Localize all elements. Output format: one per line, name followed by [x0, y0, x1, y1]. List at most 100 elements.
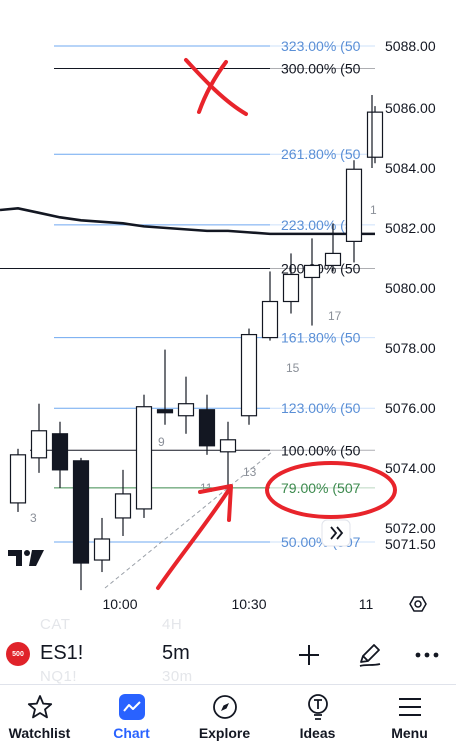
bar-count-label: 17 [328, 309, 342, 323]
candle-body-bullish [345, 168, 363, 242]
candle [51, 421, 69, 488]
candle-body-bullish [114, 493, 132, 519]
candle [303, 238, 321, 326]
star-icon [26, 693, 54, 721]
candle [72, 457, 90, 591]
fib-level-label: 100.00% (50 [281, 442, 361, 458]
candle-body-bearish [72, 460, 90, 564]
candle-body-bullish [282, 273, 300, 303]
nav-ideas-label: Ideas [299, 725, 336, 741]
scroll-to-realtime-button[interactable] [321, 519, 351, 547]
candle-body-bullish [303, 264, 321, 279]
candle [114, 469, 132, 536]
arrow-shaft [156, 486, 232, 590]
nav-explore-label: Explore [198, 725, 251, 741]
fib-level-label: 261.80% (50 [281, 146, 361, 162]
bottom-navigation: Watchlist Chart Explore Ideas Menu [0, 684, 456, 749]
candle [177, 376, 195, 434]
double-chevron-right-icon [330, 526, 344, 540]
candle-body-bullish [177, 403, 195, 417]
bar-count-label: 3 [30, 511, 37, 525]
candle-body-bullish [261, 300, 279, 339]
candle [366, 106, 384, 164]
chart-area[interactable]: 323.00% (50 300.00% (50 261.80% (50 223.00%… [0, 0, 456, 620]
time-axis-label: 10:30 [231, 596, 266, 612]
candle [282, 253, 300, 314]
candle [219, 421, 237, 491]
hexagon-shape [409, 596, 427, 612]
symbol-badge: 500 [6, 642, 30, 666]
hamburger-menu-icon [396, 693, 424, 721]
fib-level-label: 123.00% (50 [281, 400, 361, 416]
price-axis-label: 5074.00 [385, 460, 436, 476]
candle-body-bearish [198, 409, 216, 447]
arrow-head [198, 484, 233, 522]
candle-body-bullish [9, 454, 27, 504]
nav-menu[interactable]: Menu [364, 685, 455, 749]
ghost-interval-bottom: 30m [162, 668, 193, 685]
bar-count-label: 1 [370, 203, 377, 217]
candle-body-bullish [366, 111, 384, 158]
fib-level-label: 161.80% (50 [281, 330, 361, 346]
price-axis-label: 5076.00 [385, 400, 436, 416]
hexagon-center [414, 600, 422, 608]
nav-watchlist[interactable]: Watchlist [0, 685, 85, 749]
chart-canvas[interactable]: 323.00% (50 300.00% (50 261.80% (50 223.00%… [0, 0, 456, 620]
x-stroke [197, 60, 228, 114]
nav-chart[interactable]: Chart [86, 685, 177, 749]
fib-level-label: 79.00% (507 [281, 480, 361, 496]
fib-level-label: 300.00% (50 [281, 61, 361, 77]
candle-body-bullish [240, 333, 258, 417]
price-axis-label: 5086.00 [385, 100, 436, 116]
bar-count-label: 13 [243, 465, 257, 479]
logo-part [29, 550, 44, 566]
nav-ideas[interactable]: Ideas [272, 685, 363, 749]
candle [345, 160, 363, 263]
candle [261, 271, 279, 341]
moving-average-black-line [0, 207, 375, 236]
compass-icon [211, 693, 239, 721]
nav-watchlist-label: Watchlist [8, 725, 71, 741]
time-axis-label: 10:00 [102, 596, 137, 612]
axis-settings-icon[interactable] [409, 596, 427, 612]
candle [93, 517, 111, 573]
annotation-circle [265, 461, 397, 519]
ghost-symbol-top: CAT [40, 616, 71, 633]
fib-level-label: 323.00% (50 [281, 38, 361, 54]
symbol-selector[interactable]: ES1! [40, 642, 84, 664]
annotation-x-mark [184, 58, 248, 116]
candle [240, 328, 258, 425]
drawing-pen-icon[interactable] [352, 638, 386, 672]
candle [135, 394, 153, 518]
candle [9, 448, 27, 512]
price-axis-label: 5072.00 [385, 520, 436, 536]
candle-body-bearish [156, 409, 174, 414]
more-options-icon[interactable] [410, 638, 444, 672]
ghost-symbol-bottom: NQ1! [40, 668, 78, 685]
logo-part [24, 550, 30, 556]
nav-menu-label: Menu [391, 725, 428, 741]
lightbulb-icon [304, 693, 332, 721]
candle-body-bullish [30, 430, 48, 459]
price-axis-label: 5071.50 [385, 536, 436, 552]
price-axis-label: 5082.00 [385, 220, 436, 236]
tradingview-logo [8, 550, 44, 566]
candle-body-bearish [51, 433, 69, 471]
logo-part [8, 550, 22, 566]
nav-chart-label: Chart [113, 725, 150, 741]
interval-selector[interactable]: 5m [162, 642, 190, 664]
bar-count-label: 15 [286, 361, 300, 375]
candle-body-bullish [93, 538, 111, 561]
chart-icon [118, 693, 146, 721]
candle-body-bullish [135, 406, 153, 510]
add-plus-icon[interactable] [292, 638, 326, 672]
candle [30, 403, 48, 473]
candle-body-bullish [324, 252, 342, 267]
fib-trend-dashed-line [104, 451, 273, 589]
candle [156, 349, 174, 425]
candle [324, 223, 342, 272]
annotation-arrow [156, 484, 233, 590]
chart-toolbar: CAT 4H NQ1! 30m [0, 616, 456, 685]
nav-explore[interactable]: Explore [179, 685, 270, 749]
fib-level-label: 223.00% (50 [281, 217, 361, 233]
